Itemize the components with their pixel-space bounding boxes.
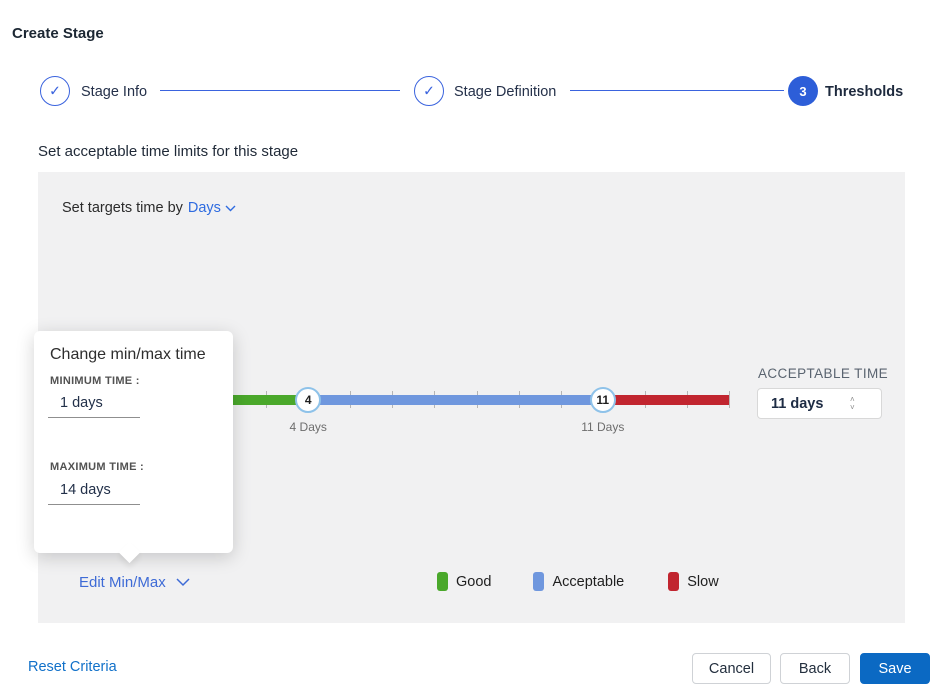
legend-item-good: Good — [437, 572, 491, 591]
page-title: Create Stage — [12, 25, 104, 42]
acceptable-time-input[interactable] — [758, 395, 848, 412]
acceptable-time-label: ACCEPTABLE TIME — [758, 366, 889, 381]
step-connector-1 — [160, 90, 400, 91]
good-segment — [182, 395, 309, 405]
slider: 4 4 Days 11 11 Days — [182, 387, 730, 437]
chevron-down-icon — [225, 205, 236, 211]
slider-handle-label: 11 Days — [581, 420, 625, 434]
minimum-time-input[interactable] — [48, 395, 140, 418]
good-label: Good — [456, 573, 492, 590]
maximum-time-input[interactable] — [48, 482, 140, 505]
acceptable-label: Acceptable — [552, 573, 625, 590]
acceptable-swatch — [533, 572, 545, 591]
slow-swatch — [668, 572, 680, 591]
chevron-down-icon — [176, 578, 190, 587]
legend-item-slow: Slow — [668, 572, 719, 591]
acceptable-segment — [308, 395, 603, 405]
step-2-circle[interactable]: ✓ — [414, 76, 444, 106]
back-button[interactable]: Back — [780, 653, 850, 684]
minimum-time-label: MINIMUM TIME : — [50, 375, 140, 387]
number-stepper: ˄ ˅ — [850, 395, 855, 412]
acceptable-time-box: ˄ ˅ — [757, 388, 882, 419]
slider-handle-min[interactable]: 4 — [295, 387, 322, 413]
cancel-button[interactable]: Cancel — [692, 653, 771, 684]
edit-minmax-label: Edit Min/Max — [79, 574, 166, 591]
check-icon: ✓ — [49, 82, 61, 99]
slider-handle-max[interactable]: 11 — [589, 387, 616, 413]
good-swatch — [437, 572, 448, 591]
step-connector-2 — [570, 90, 784, 91]
legend-item-acceptable: Acceptable — [533, 572, 624, 591]
slow-label: Slow — [687, 573, 719, 590]
legend: Good Acceptable Slow — [437, 572, 719, 591]
set-targets-row: Set targets time by Days — [62, 200, 236, 216]
save-button[interactable]: Save — [860, 653, 930, 684]
targets-unit-dropdown[interactable]: Days — [188, 200, 236, 216]
maximum-time-label: MAXIMUM TIME : — [50, 461, 145, 473]
popover-title: Change min/max time — [50, 346, 206, 363]
check-icon: ✓ — [423, 82, 435, 99]
section-heading: Set acceptable time limits for this stag… — [38, 143, 299, 160]
step-3-circle[interactable]: 3 — [788, 76, 818, 106]
change-minmax-popover: Change min/max time MINIMUM TIME : MAXIM… — [34, 331, 233, 564]
edit-minmax-toggle[interactable]: Edit Min/Max — [79, 574, 190, 591]
step-3-label: Thresholds — [825, 84, 904, 100]
step-1-label: Stage Info — [81, 84, 148, 100]
step-3-number: 3 — [799, 83, 807, 99]
slider-handle-label: 4 Days — [289, 420, 327, 434]
step-1-circle[interactable]: ✓ — [40, 76, 70, 106]
slider-tick — [729, 391, 730, 408]
slow-segment — [602, 395, 729, 405]
step-2-label: Stage Definition — [454, 84, 557, 100]
targets-unit-value: Days — [187, 200, 221, 216]
stepper-up-icon[interactable]: ˄ — [850, 395, 855, 404]
stepper-down-icon[interactable]: ˅ — [850, 403, 855, 412]
set-targets-label: Set targets time by — [62, 200, 183, 216]
reset-criteria-link[interactable]: Reset Criteria — [28, 659, 117, 675]
